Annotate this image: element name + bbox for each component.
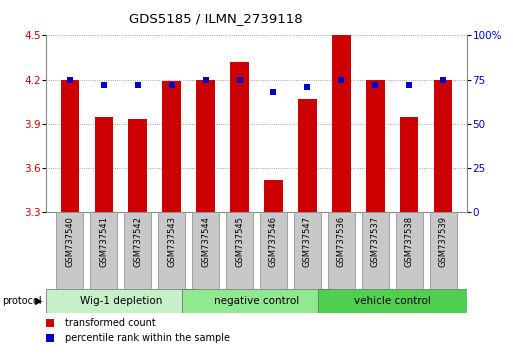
Point [168, 82, 176, 88]
Point [202, 77, 210, 82]
Point [291, 279, 299, 285]
Text: GSM737541: GSM737541 [100, 216, 108, 267]
Point [235, 77, 244, 82]
Bar [298, 99, 317, 212]
Bar [400, 116, 419, 212]
Bar [318, 289, 467, 313]
Point [291, 146, 299, 152]
Text: percentile rank within the sample: percentile rank within the sample [65, 333, 230, 343]
Bar [182, 289, 331, 313]
Bar [226, 212, 253, 289]
Bar [362, 212, 389, 289]
Bar [396, 212, 423, 289]
Bar [294, 212, 321, 289]
Text: GDS5185 / ILMN_2739118: GDS5185 / ILMN_2739118 [129, 12, 302, 25]
Bar [434, 80, 452, 212]
Point [100, 82, 108, 88]
Bar [264, 180, 283, 212]
Text: GSM737540: GSM737540 [66, 216, 74, 267]
Point [303, 84, 311, 90]
Bar [366, 80, 385, 212]
Bar [192, 212, 219, 289]
Text: GSM737542: GSM737542 [133, 216, 142, 267]
Text: GSM737539: GSM737539 [439, 216, 447, 267]
Bar [46, 289, 195, 313]
Bar [332, 35, 351, 212]
Text: GSM737546: GSM737546 [269, 216, 278, 267]
Text: GSM737544: GSM737544 [201, 216, 210, 267]
Bar [162, 81, 181, 212]
Text: GSM737537: GSM737537 [371, 216, 380, 267]
Bar [94, 116, 113, 212]
Text: ▶: ▶ [35, 296, 43, 306]
Text: GSM737545: GSM737545 [235, 216, 244, 267]
Bar [128, 119, 147, 212]
Text: transformed count: transformed count [65, 319, 156, 329]
Point [371, 82, 379, 88]
Point [337, 77, 345, 82]
Bar [230, 62, 249, 212]
Text: Wig-1 depletion: Wig-1 depletion [80, 296, 162, 306]
Bar [90, 212, 117, 289]
Text: GSM737543: GSM737543 [167, 216, 176, 267]
Point [439, 77, 447, 82]
Point [134, 82, 142, 88]
Text: GSM737547: GSM737547 [303, 216, 312, 267]
Text: GSM737538: GSM737538 [405, 216, 413, 267]
Point [269, 89, 278, 95]
Bar [158, 212, 185, 289]
Point [405, 82, 413, 88]
Bar [260, 212, 287, 289]
Text: negative control: negative control [214, 296, 299, 306]
Text: vehicle control: vehicle control [354, 296, 430, 306]
Point [66, 77, 74, 82]
Text: protocol: protocol [3, 296, 42, 306]
Bar [61, 80, 79, 212]
Bar [124, 212, 151, 289]
Bar [328, 212, 355, 289]
Bar [196, 80, 215, 212]
Bar [429, 212, 457, 289]
Bar [56, 212, 84, 289]
Text: GSM737536: GSM737536 [337, 216, 346, 267]
